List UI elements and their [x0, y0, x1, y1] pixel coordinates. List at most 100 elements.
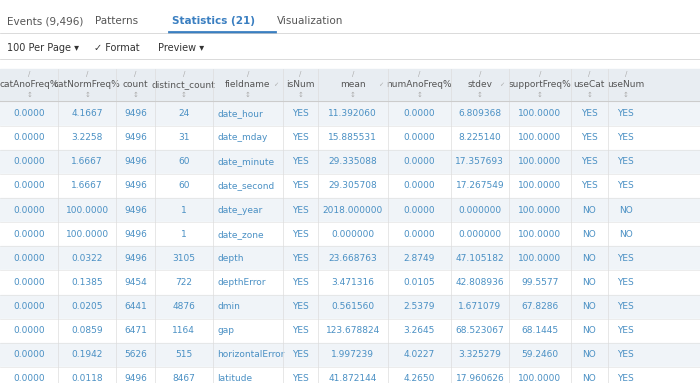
- Text: 100.0000: 100.0000: [66, 206, 108, 214]
- Text: YES: YES: [292, 133, 309, 142]
- Text: dmin: dmin: [217, 302, 240, 311]
- Text: 0.0105: 0.0105: [403, 278, 435, 287]
- Text: 9496: 9496: [124, 254, 147, 263]
- Text: 0.0000: 0.0000: [403, 206, 435, 214]
- Text: 6441: 6441: [124, 302, 147, 311]
- Text: 68.523067: 68.523067: [456, 326, 504, 335]
- Text: ↕: ↕: [537, 92, 542, 98]
- Text: ↕: ↕: [84, 92, 90, 98]
- Text: 0.0322: 0.0322: [71, 254, 103, 263]
- Text: 100.0000: 100.0000: [518, 109, 561, 118]
- Bar: [0, 367, 700, 383]
- Text: 0.000000: 0.000000: [331, 230, 374, 239]
- Text: YES: YES: [292, 182, 309, 190]
- Text: YES: YES: [581, 133, 597, 142]
- Text: 68.1445: 68.1445: [521, 326, 559, 335]
- Text: horizontalError: horizontalError: [217, 350, 284, 359]
- Text: 0.0000: 0.0000: [13, 375, 45, 383]
- Text: depthError: depthError: [217, 278, 265, 287]
- Text: date_zone: date_zone: [217, 230, 264, 239]
- Text: NO: NO: [582, 350, 596, 359]
- Text: /: /: [299, 71, 302, 77]
- Text: ↕: ↕: [132, 92, 139, 98]
- Text: 4.2650: 4.2650: [404, 375, 435, 383]
- Text: 0.0000: 0.0000: [403, 157, 435, 166]
- Text: 3105: 3105: [172, 254, 195, 263]
- Text: ↕: ↕: [26, 92, 32, 98]
- Text: ↕: ↕: [350, 92, 356, 98]
- Text: /: /: [624, 71, 627, 77]
- Text: 0.0000: 0.0000: [403, 182, 435, 190]
- Text: Patterns: Patterns: [94, 16, 138, 26]
- Text: fieldname: fieldname: [225, 80, 270, 89]
- Text: 67.8286: 67.8286: [521, 302, 559, 311]
- Text: /: /: [86, 71, 88, 77]
- Text: /: /: [28, 71, 30, 77]
- Text: Visualization: Visualization: [276, 16, 343, 26]
- Text: useCat: useCat: [573, 80, 605, 89]
- Text: latitude: latitude: [217, 375, 252, 383]
- Bar: [0, 319, 700, 343]
- Text: ✓ Format: ✓ Format: [94, 43, 140, 53]
- Bar: [0, 69, 700, 101]
- Text: 0.0000: 0.0000: [13, 157, 45, 166]
- Text: 9496: 9496: [124, 157, 147, 166]
- Text: 3.471316: 3.471316: [331, 278, 374, 287]
- Text: 2.5379: 2.5379: [403, 302, 435, 311]
- Text: isNum: isNum: [286, 80, 314, 89]
- Text: 1.671079: 1.671079: [458, 302, 501, 311]
- Text: 17.960626: 17.960626: [456, 375, 504, 383]
- Text: NO: NO: [582, 254, 596, 263]
- Text: 0.0000: 0.0000: [13, 133, 45, 142]
- Text: 8.225140: 8.225140: [458, 133, 501, 142]
- Text: 0.0000: 0.0000: [13, 206, 45, 214]
- Text: 41.872144: 41.872144: [328, 375, 377, 383]
- Text: 1.6667: 1.6667: [71, 157, 103, 166]
- Text: 100.0000: 100.0000: [518, 254, 561, 263]
- Text: 8467: 8467: [172, 375, 195, 383]
- Text: YES: YES: [292, 278, 309, 287]
- Text: 6471: 6471: [124, 326, 147, 335]
- Text: NO: NO: [619, 230, 633, 239]
- Text: /: /: [351, 71, 354, 77]
- Text: 0.0000: 0.0000: [13, 109, 45, 118]
- Text: 42.808936: 42.808936: [456, 278, 504, 287]
- Text: YES: YES: [617, 375, 634, 383]
- Text: catAnoFreq%: catAnoFreq%: [0, 80, 59, 89]
- Text: distinct_count: distinct_count: [152, 80, 216, 89]
- Bar: [0, 150, 700, 174]
- Text: 515: 515: [175, 350, 192, 359]
- Text: 0.561560: 0.561560: [331, 302, 374, 311]
- Text: YES: YES: [617, 326, 634, 335]
- Text: 5626: 5626: [124, 350, 147, 359]
- Text: date_minute: date_minute: [217, 157, 274, 166]
- Text: YES: YES: [292, 302, 309, 311]
- Text: 31: 31: [178, 133, 190, 142]
- Text: 722: 722: [175, 278, 192, 287]
- Text: 0.0000: 0.0000: [403, 109, 435, 118]
- Text: supportFreq%: supportFreq%: [508, 80, 571, 89]
- Text: 2.8749: 2.8749: [404, 254, 435, 263]
- Text: YES: YES: [292, 157, 309, 166]
- Text: 0.1385: 0.1385: [71, 278, 103, 287]
- Text: 1: 1: [181, 206, 187, 214]
- Text: 0.0000: 0.0000: [403, 230, 435, 239]
- Text: YES: YES: [292, 326, 309, 335]
- Text: 100.0000: 100.0000: [518, 230, 561, 239]
- Text: 29.335088: 29.335088: [328, 157, 377, 166]
- Text: date_year: date_year: [217, 206, 262, 214]
- Text: 23.668763: 23.668763: [328, 254, 377, 263]
- Text: 9496: 9496: [124, 230, 147, 239]
- Text: 17.267549: 17.267549: [456, 182, 504, 190]
- Text: NO: NO: [582, 206, 596, 214]
- Text: 100.0000: 100.0000: [66, 230, 108, 239]
- Text: Statistics (21): Statistics (21): [172, 16, 255, 26]
- Text: 29.305708: 29.305708: [328, 182, 377, 190]
- Text: 59.2460: 59.2460: [521, 350, 559, 359]
- Text: 1.997239: 1.997239: [331, 350, 374, 359]
- Text: ↕: ↕: [586, 92, 592, 98]
- Text: 9454: 9454: [124, 278, 147, 287]
- Text: ✓: ✓: [378, 82, 384, 87]
- Text: 0.0205: 0.0205: [71, 302, 103, 311]
- Text: /: /: [588, 71, 590, 77]
